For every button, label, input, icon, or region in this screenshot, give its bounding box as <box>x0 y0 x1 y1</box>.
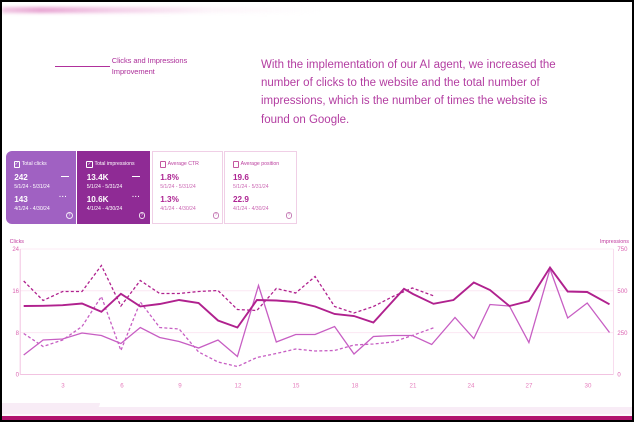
svg-text:15: 15 <box>293 383 300 390</box>
svg-text:0: 0 <box>617 373 621 379</box>
svg-text:Clicks: Clicks <box>10 239 25 245</box>
svg-text:6: 6 <box>120 383 124 390</box>
svg-text:24: 24 <box>468 383 475 390</box>
svg-text:30: 30 <box>585 383 592 390</box>
svg-text:750: 750 <box>617 247 628 253</box>
svg-text:Impressions: Impressions <box>600 239 629 245</box>
svg-text:18: 18 <box>352 383 359 390</box>
svg-text:9: 9 <box>178 383 182 390</box>
svg-text:16: 16 <box>12 289 19 295</box>
svg-text:21: 21 <box>410 383 417 390</box>
svg-text:500: 500 <box>617 289 628 295</box>
svg-text:27: 27 <box>526 383 533 390</box>
svg-text:3: 3 <box>61 383 65 390</box>
svg-text:24: 24 <box>12 247 19 253</box>
svg-text:12: 12 <box>235 383 242 390</box>
svg-text:0: 0 <box>16 373 20 379</box>
svg-text:250: 250 <box>617 331 628 337</box>
svg-text:8: 8 <box>16 331 20 337</box>
